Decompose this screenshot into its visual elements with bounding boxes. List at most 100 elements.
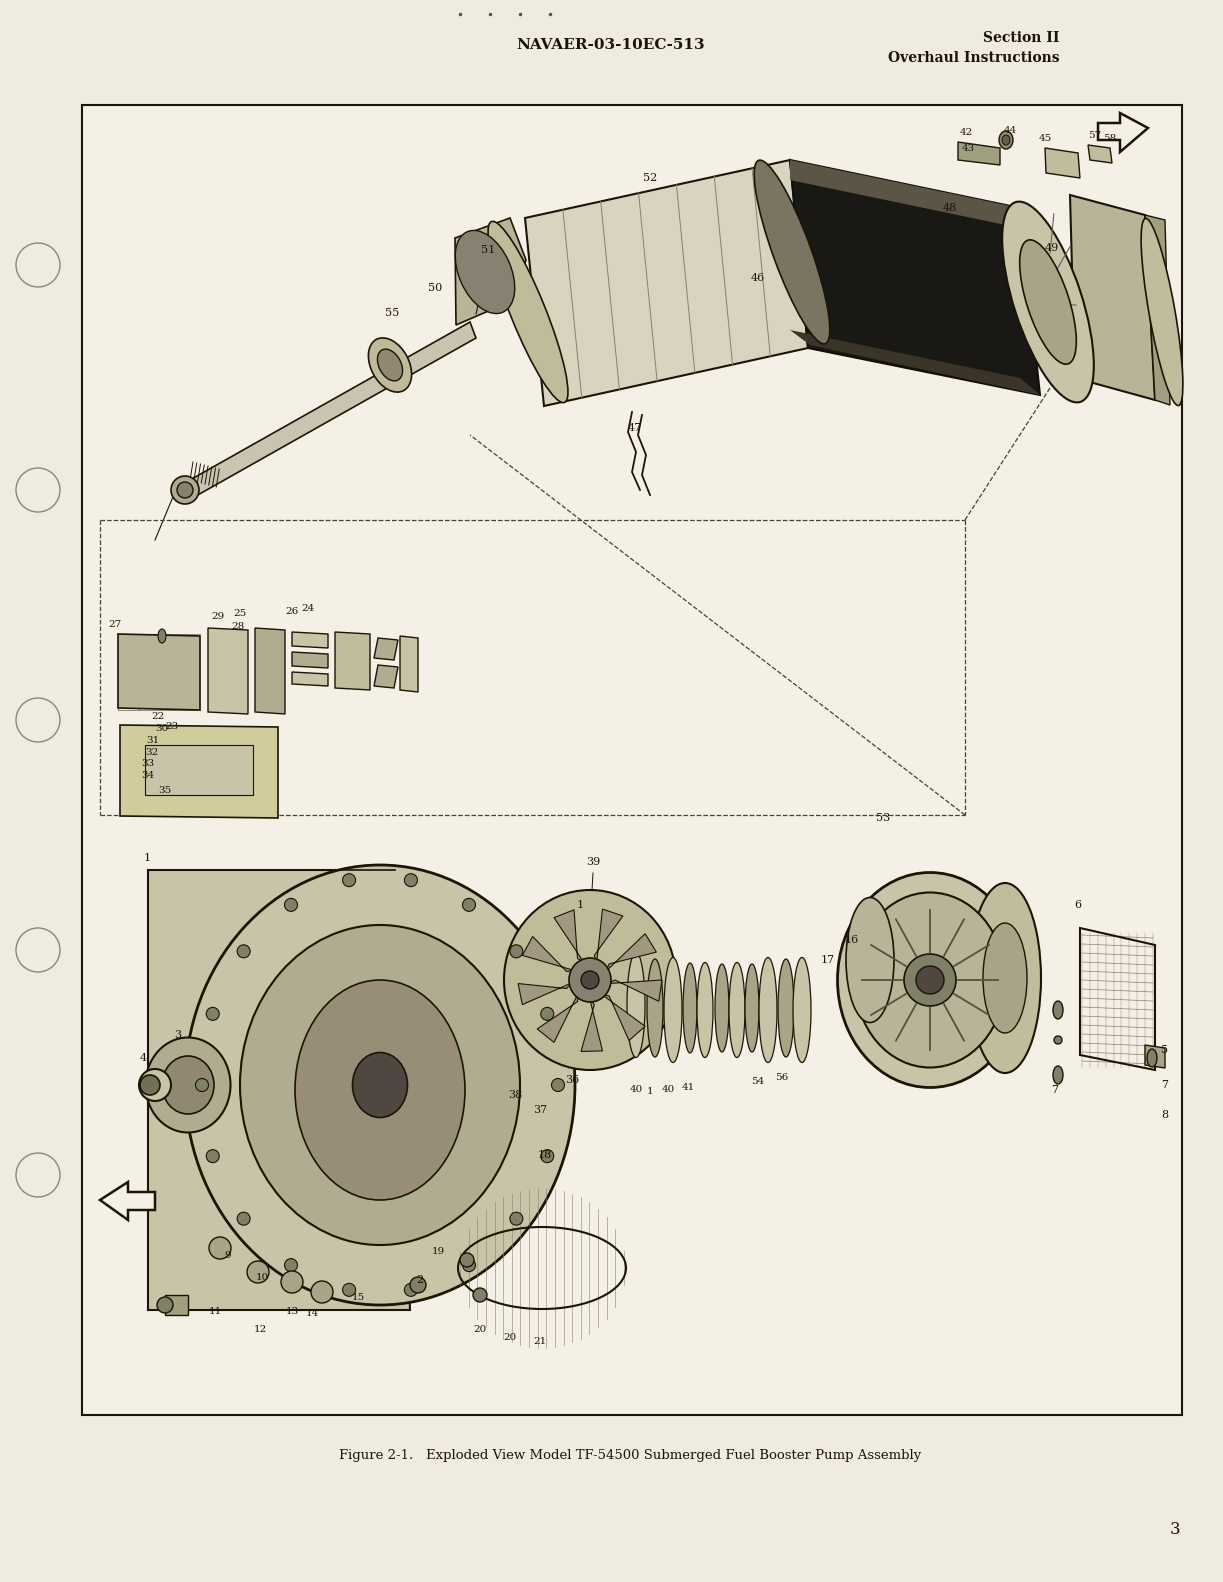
Polygon shape bbox=[1098, 112, 1148, 152]
Polygon shape bbox=[292, 631, 328, 649]
Ellipse shape bbox=[1002, 201, 1093, 402]
Text: 34: 34 bbox=[142, 770, 154, 780]
Text: 36: 36 bbox=[565, 1076, 580, 1085]
Text: 54: 54 bbox=[751, 1077, 764, 1087]
Ellipse shape bbox=[16, 1153, 60, 1198]
Ellipse shape bbox=[368, 339, 412, 392]
Ellipse shape bbox=[410, 1277, 426, 1292]
Ellipse shape bbox=[1147, 1049, 1157, 1066]
Text: 57: 57 bbox=[1088, 130, 1102, 139]
Polygon shape bbox=[519, 982, 572, 1005]
Ellipse shape bbox=[161, 1057, 214, 1114]
Text: 49: 49 bbox=[1044, 244, 1059, 253]
Text: 52: 52 bbox=[643, 172, 657, 184]
Text: 21: 21 bbox=[533, 1337, 547, 1346]
Ellipse shape bbox=[281, 1270, 303, 1292]
Ellipse shape bbox=[647, 959, 663, 1057]
Text: 55: 55 bbox=[385, 308, 399, 318]
Ellipse shape bbox=[139, 1069, 171, 1101]
Text: 1: 1 bbox=[143, 853, 150, 864]
Polygon shape bbox=[522, 937, 575, 971]
Text: 56: 56 bbox=[775, 1074, 789, 1082]
Ellipse shape bbox=[1002, 134, 1010, 146]
Ellipse shape bbox=[1053, 1066, 1063, 1084]
Ellipse shape bbox=[207, 1150, 219, 1163]
Ellipse shape bbox=[247, 1261, 269, 1283]
Polygon shape bbox=[790, 160, 1020, 228]
Ellipse shape bbox=[473, 1288, 487, 1302]
Polygon shape bbox=[256, 628, 285, 713]
Ellipse shape bbox=[237, 1212, 251, 1224]
Ellipse shape bbox=[969, 883, 1041, 1073]
Text: 47: 47 bbox=[627, 422, 642, 433]
Ellipse shape bbox=[983, 922, 1027, 1033]
Text: 44: 44 bbox=[1003, 125, 1016, 134]
Ellipse shape bbox=[462, 899, 476, 911]
Text: 30: 30 bbox=[155, 723, 169, 732]
Text: 7: 7 bbox=[1052, 1085, 1058, 1095]
Text: 24: 24 bbox=[301, 603, 314, 612]
Polygon shape bbox=[537, 993, 578, 1043]
Text: 9: 9 bbox=[225, 1250, 231, 1259]
Polygon shape bbox=[1145, 1046, 1166, 1068]
Polygon shape bbox=[190, 323, 476, 497]
Text: 8: 8 bbox=[1162, 1111, 1168, 1120]
Ellipse shape bbox=[729, 962, 745, 1057]
Polygon shape bbox=[525, 160, 808, 407]
Polygon shape bbox=[958, 142, 1000, 165]
Text: Section II: Section II bbox=[983, 32, 1060, 44]
Text: 33: 33 bbox=[142, 758, 154, 767]
Ellipse shape bbox=[460, 1253, 475, 1267]
Ellipse shape bbox=[581, 971, 599, 989]
Ellipse shape bbox=[207, 1008, 219, 1020]
Polygon shape bbox=[100, 1182, 155, 1220]
Ellipse shape bbox=[715, 963, 729, 1052]
Text: Overhaul Instructions: Overhaul Instructions bbox=[888, 51, 1060, 65]
Text: 23: 23 bbox=[165, 721, 179, 731]
Ellipse shape bbox=[285, 1259, 297, 1272]
Text: 32: 32 bbox=[146, 748, 159, 756]
Text: 41: 41 bbox=[681, 1084, 695, 1093]
Ellipse shape bbox=[510, 944, 523, 957]
Text: 27: 27 bbox=[109, 620, 121, 628]
Text: 46: 46 bbox=[751, 274, 766, 283]
Text: 53: 53 bbox=[876, 813, 890, 823]
Text: 12: 12 bbox=[253, 1326, 267, 1335]
Text: Figure 2-1.   Exploded View Model TF-54500 Submerged Fuel Booster Pump Assembly: Figure 2-1. Exploded View Model TF-54500… bbox=[339, 1449, 921, 1462]
Polygon shape bbox=[374, 664, 397, 688]
Text: 13: 13 bbox=[285, 1307, 298, 1316]
Ellipse shape bbox=[904, 954, 956, 1006]
Text: 25: 25 bbox=[234, 609, 247, 617]
Text: 6: 6 bbox=[1075, 900, 1081, 910]
Text: 29: 29 bbox=[212, 612, 225, 620]
Text: 43: 43 bbox=[961, 144, 975, 152]
Ellipse shape bbox=[158, 630, 166, 642]
Polygon shape bbox=[1145, 215, 1170, 405]
Ellipse shape bbox=[1053, 1001, 1063, 1019]
Ellipse shape bbox=[196, 1079, 208, 1092]
Text: 51: 51 bbox=[481, 245, 495, 255]
Text: 31: 31 bbox=[147, 736, 160, 745]
Ellipse shape bbox=[139, 1076, 160, 1095]
Text: 16: 16 bbox=[845, 935, 859, 944]
Ellipse shape bbox=[237, 944, 251, 957]
Text: 20: 20 bbox=[473, 1326, 487, 1335]
Ellipse shape bbox=[209, 1237, 231, 1259]
Ellipse shape bbox=[405, 873, 417, 886]
Ellipse shape bbox=[16, 468, 60, 513]
Polygon shape bbox=[1070, 195, 1155, 400]
Text: 58: 58 bbox=[1103, 133, 1117, 142]
Text: NAVAER-03-10EC-513: NAVAER-03-10EC-513 bbox=[516, 38, 706, 52]
Text: 19: 19 bbox=[432, 1248, 445, 1256]
Polygon shape bbox=[208, 628, 248, 713]
Text: 14: 14 bbox=[306, 1310, 319, 1318]
Ellipse shape bbox=[1020, 240, 1076, 364]
Text: 1: 1 bbox=[647, 1087, 653, 1096]
Ellipse shape bbox=[146, 1038, 230, 1133]
Text: 48: 48 bbox=[943, 202, 958, 214]
Text: 28: 28 bbox=[231, 622, 245, 631]
Ellipse shape bbox=[352, 1052, 407, 1117]
Text: 17: 17 bbox=[821, 956, 835, 965]
Polygon shape bbox=[400, 636, 418, 691]
Text: 5: 5 bbox=[1162, 1046, 1168, 1055]
